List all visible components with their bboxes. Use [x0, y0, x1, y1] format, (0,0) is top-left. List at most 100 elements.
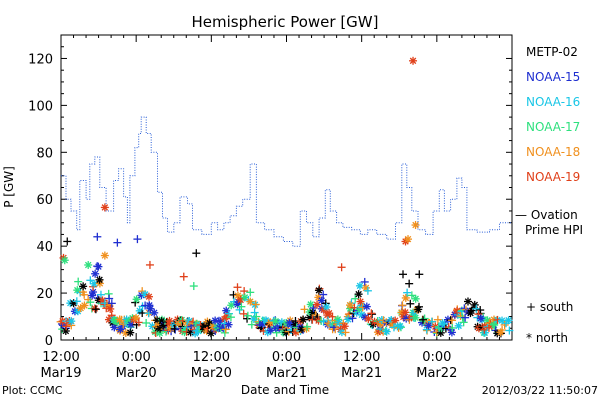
north-marker	[409, 56, 418, 65]
south-marker	[220, 328, 229, 337]
x-tick-date: Mar19	[40, 366, 81, 381]
north-marker	[414, 305, 423, 314]
north-marker	[466, 309, 475, 318]
north-marker	[126, 328, 135, 337]
south-marker	[239, 309, 248, 318]
ovation-label-line1: — Ovation	[515, 208, 578, 222]
south-marker	[461, 313, 470, 322]
x-tick-time: 0:00	[122, 350, 151, 365]
north-marker	[314, 286, 323, 295]
north-marker	[121, 328, 130, 337]
north-marker	[345, 301, 354, 310]
north-marker	[94, 262, 103, 271]
north-marker	[90, 304, 99, 313]
south-marker	[427, 317, 436, 326]
south-marker	[62, 322, 71, 331]
south-marker	[96, 290, 105, 299]
south-marker	[86, 298, 95, 307]
north-marker	[84, 260, 93, 269]
north-marker	[317, 296, 326, 305]
south-marker	[319, 290, 328, 299]
y-tick-label: 40	[36, 240, 53, 255]
south-marker	[360, 277, 369, 286]
south-marker	[403, 288, 412, 297]
south-marker	[337, 263, 346, 272]
south-marker	[399, 270, 408, 279]
x-tick-time: 0:00	[422, 350, 451, 365]
north-marker	[504, 316, 513, 325]
south-marker	[145, 301, 154, 310]
north-marker	[95, 275, 104, 284]
y-tick-label: 60	[36, 193, 53, 208]
legend-entry: METP-02	[526, 45, 578, 59]
south-marker	[105, 294, 114, 303]
north-marker	[150, 308, 159, 317]
south-marker	[406, 299, 415, 308]
legend-entry: NOAA-15	[526, 70, 580, 84]
north-marker	[325, 309, 334, 318]
north-marker	[79, 282, 88, 291]
south-marker	[237, 302, 246, 311]
south-marker	[189, 282, 198, 291]
north-marker	[100, 203, 109, 212]
north-marker	[106, 304, 115, 313]
north-marker	[322, 303, 331, 312]
south-marker	[308, 315, 317, 324]
south-marker	[86, 276, 95, 285]
plot-timestamp: 2012/03/22 11:50:07	[482, 384, 598, 397]
south-marker	[72, 297, 81, 306]
south-marker	[145, 260, 154, 269]
x-tick-date: Mar20	[116, 366, 157, 381]
x-tick-date: Mar21	[266, 366, 307, 381]
north-marker	[404, 235, 413, 244]
south-marker	[251, 300, 260, 309]
legend-entry: NOAA-16	[526, 95, 580, 109]
south-marker	[433, 315, 442, 324]
legend-entry: NOAA-17	[526, 120, 580, 134]
south-marker	[171, 325, 180, 334]
south-marker	[311, 311, 320, 320]
south-marker	[233, 283, 242, 292]
north-marker	[67, 317, 76, 326]
x-axis-label: Date and Time	[241, 383, 329, 397]
north-marker	[411, 294, 420, 303]
x-tick-time: 12:00	[42, 350, 79, 365]
x-axis: 12:00Mar190:00Mar2012:00Mar200:00Mar2112…	[40, 35, 500, 381]
north-marker	[463, 297, 472, 306]
south-marker	[133, 235, 142, 244]
north-marker	[362, 302, 371, 311]
north-marker	[344, 315, 353, 324]
north-marker	[88, 291, 97, 300]
north-marker	[100, 251, 109, 260]
north-marker	[271, 317, 280, 326]
north-marker	[411, 221, 420, 230]
legend-entry: NOAA-19	[526, 170, 580, 184]
north-marker	[454, 321, 463, 330]
north-marker	[132, 313, 141, 322]
north-marker	[224, 320, 233, 329]
plot-credit: Plot: CCMC	[2, 384, 63, 397]
north-marker	[165, 316, 174, 325]
south-marker-label: + south	[526, 300, 573, 314]
south-marker	[367, 309, 376, 318]
y-axis: 0 20 40 60 80 100 120	[28, 46, 512, 349]
north-marker	[80, 301, 89, 310]
x-tick-date: Mar21	[341, 366, 382, 381]
y-tick-label: 80	[36, 146, 53, 161]
north-marker-label: * north	[526, 331, 568, 345]
south-marker	[192, 249, 201, 258]
south-marker	[63, 237, 72, 246]
north-marker	[340, 322, 349, 331]
south-marker	[91, 305, 100, 314]
south-marker	[252, 312, 261, 321]
south-marker	[448, 323, 457, 332]
south-marker	[107, 299, 116, 308]
south-marker	[142, 318, 151, 327]
north-marker	[246, 297, 255, 306]
south-marker	[226, 313, 235, 322]
north-marker	[476, 314, 485, 323]
north-marker	[382, 327, 391, 336]
north-marker	[411, 313, 420, 322]
north-marker	[227, 301, 236, 310]
